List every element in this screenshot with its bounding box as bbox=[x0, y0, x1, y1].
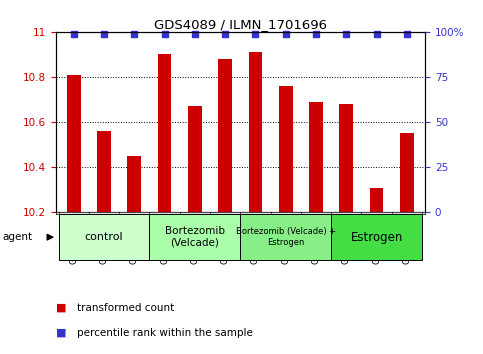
Title: GDS4089 / ILMN_1701696: GDS4089 / ILMN_1701696 bbox=[154, 18, 327, 31]
Bar bbox=[188, 106, 202, 212]
Text: GSM766685: GSM766685 bbox=[251, 212, 260, 264]
Text: percentile rank within the sample: percentile rank within the sample bbox=[77, 328, 253, 338]
Text: GSM766681: GSM766681 bbox=[402, 212, 412, 264]
Bar bbox=[149, 214, 241, 260]
Text: GSM766683: GSM766683 bbox=[190, 212, 199, 264]
Text: ■: ■ bbox=[56, 328, 66, 338]
Bar bbox=[67, 75, 81, 212]
Text: transformed count: transformed count bbox=[77, 303, 174, 313]
Bar bbox=[279, 86, 293, 212]
Bar bbox=[331, 214, 422, 260]
Bar bbox=[241, 214, 331, 260]
Bar bbox=[158, 55, 171, 212]
Text: Estrogen: Estrogen bbox=[350, 231, 403, 244]
Text: ■: ■ bbox=[56, 303, 66, 313]
Text: GSM766679: GSM766679 bbox=[342, 212, 351, 264]
Text: GSM766678: GSM766678 bbox=[130, 212, 139, 264]
Text: Bortezomib (Velcade) +
Estrogen: Bortezomib (Velcade) + Estrogen bbox=[236, 228, 336, 247]
Bar bbox=[58, 214, 149, 260]
Bar bbox=[128, 156, 141, 212]
Text: GSM766682: GSM766682 bbox=[160, 212, 169, 264]
Text: control: control bbox=[85, 232, 123, 242]
Bar bbox=[309, 102, 323, 212]
Bar bbox=[249, 52, 262, 212]
Text: GSM766686: GSM766686 bbox=[281, 212, 290, 264]
Text: GSM766680: GSM766680 bbox=[372, 212, 381, 264]
Text: Bortezomib
(Velcade): Bortezomib (Velcade) bbox=[165, 226, 225, 248]
Bar bbox=[400, 133, 413, 212]
Bar bbox=[97, 131, 111, 212]
Bar bbox=[370, 188, 384, 212]
Text: GSM766687: GSM766687 bbox=[312, 212, 321, 264]
Text: GSM766684: GSM766684 bbox=[221, 212, 229, 264]
Bar bbox=[340, 104, 353, 212]
Text: GSM766677: GSM766677 bbox=[99, 212, 109, 264]
Text: GSM766676: GSM766676 bbox=[69, 212, 78, 264]
Bar bbox=[218, 59, 232, 212]
Text: agent: agent bbox=[2, 232, 32, 242]
